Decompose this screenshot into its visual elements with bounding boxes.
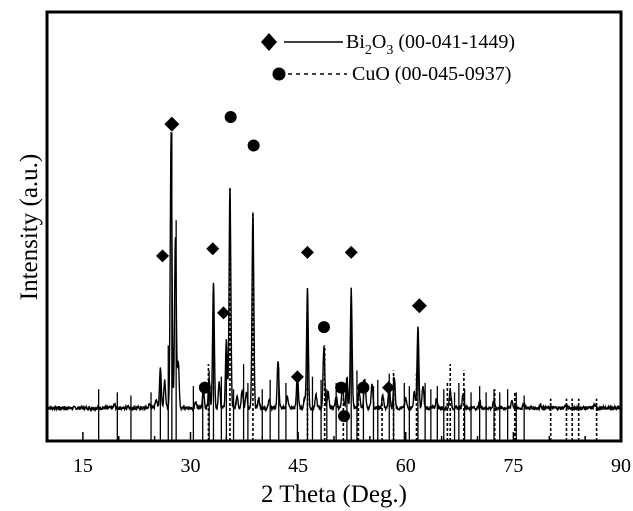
legend-bi2o3-code: (00-041-1449): [393, 31, 515, 53]
bi2o3-marker-8: [411, 298, 427, 314]
bi2o3-marker-1: [164, 116, 180, 132]
bi2o3-marker-0: [156, 249, 170, 263]
legend-bi-sub: 2: [365, 43, 372, 58]
bi2o3-marker-2: [206, 242, 220, 256]
x-tick-label-30: 30: [181, 455, 201, 477]
x-tick-label-15: 15: [73, 455, 93, 477]
cuo-marker-0: [198, 381, 211, 394]
xrd-pattern: [46, 132, 622, 413]
measured-pattern-line: [46, 132, 622, 413]
x-axis-title: 2 Theta (Deg.): [261, 481, 407, 508]
y-axis-title: Intensity (a.u.): [16, 154, 43, 300]
plot-frame: [45, 10, 623, 443]
legend-label-cuo: CuO (00-045-0937): [352, 63, 511, 85]
cuo-marker-5: [338, 410, 351, 423]
bi2o3-marker-7: [382, 381, 396, 395]
legend-diamond-marker: [261, 33, 277, 51]
legend-circle-marker: [272, 67, 286, 81]
bi2o3-marker-3: [217, 306, 231, 320]
cuo-marker-3: [317, 321, 330, 334]
cuo-marker-1: [224, 111, 237, 124]
legend-label-bi2o3: Bi2O3 (00-041-1449): [346, 31, 515, 58]
legend: Bi2O3 (00-041-1449) CuO (00-045-0937): [261, 31, 515, 85]
bi2o3-marker-4: [290, 370, 304, 384]
legend-o: O: [372, 31, 386, 53]
legend-cuo-text: CuO (00-045-0937): [352, 63, 511, 85]
x-tick-label-60: 60: [396, 455, 416, 477]
cuo-marker-2: [247, 139, 260, 152]
x-tick-label-45: 45: [288, 455, 308, 477]
legend-bi: Bi: [346, 31, 365, 53]
bi2o3-marker-5: [300, 245, 314, 259]
x-tick-label-75: 75: [503, 455, 523, 477]
cuo-marker-6: [357, 381, 370, 394]
phase-markers: [156, 111, 427, 423]
legend-o-sub: 3: [386, 43, 393, 58]
x-axis-ticks: 15 30 45 60 75 90: [73, 432, 631, 477]
cuo-marker-4: [335, 381, 348, 394]
x-tick-label-90: 90: [611, 455, 631, 477]
bi2o3-marker-6: [344, 245, 358, 259]
